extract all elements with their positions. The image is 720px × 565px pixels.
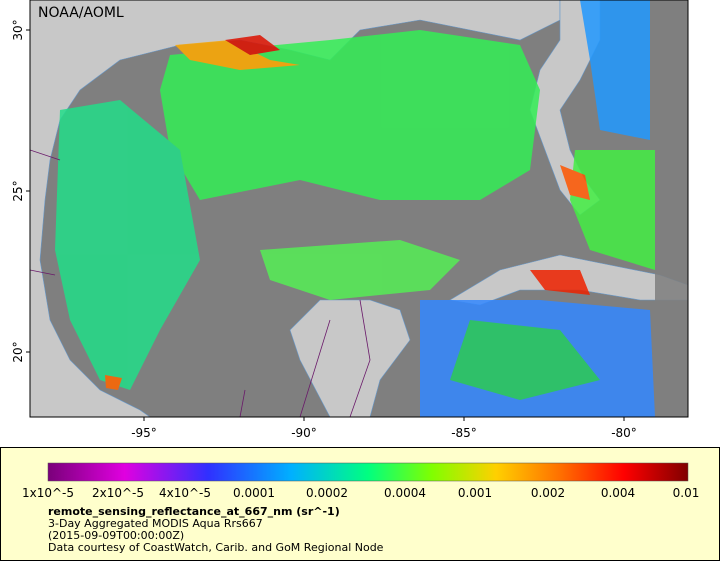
colorbar-labels: 1x10^-5 2x10^-5 4x10^-5 0.0001 0.0002 0.0004 0… [22, 486, 699, 500]
colorbar-label: 0.0001 [233, 486, 275, 500]
y-axis: 20° 25° 30° [11, 19, 30, 363]
x-tick-label: -85° [451, 426, 477, 440]
y-tick-label: 30° [11, 19, 25, 40]
colorbar-label: 0.01 [673, 486, 700, 500]
x-tick-label: -80° [611, 426, 637, 440]
colorbar-label: 1x10^-5 [22, 486, 74, 500]
colorbar-label: 0.001 [458, 486, 492, 500]
colorbar [47, 462, 689, 482]
x-axis: -95° -90° -85° -80° [131, 417, 637, 440]
colorbar-label: 2x10^-5 [92, 486, 144, 500]
x-tick-label: -90° [291, 426, 317, 440]
map-frame [29, 0, 689, 418]
credit: NOAA/AOML [38, 5, 124, 21]
borders [30, 149, 371, 417]
colorbar-label: 4x10^-5 [159, 486, 211, 500]
legend-title: remote_sensing_reflectance_at_667_nm (sr… [48, 505, 340, 518]
legend-line: Data courtesy of CoastWatch, Carib. and … [48, 541, 384, 554]
map [30, 0, 688, 417]
legend-line: (2015-09-09T00:00:00Z) [48, 529, 184, 542]
reflectance-overlay [55, 0, 688, 417]
colorbar-label: 0.002 [531, 486, 565, 500]
y-tick-label: 25° [11, 180, 25, 201]
colorbar-label: 0.0002 [306, 486, 348, 500]
y-tick-label: 20° [11, 341, 25, 362]
colorbar-label: 0.004 [601, 486, 635, 500]
legend-line: 3-Day Aggregated MODIS Aqua Rrs667 [48, 517, 263, 530]
x-tick-label: -95° [131, 426, 157, 440]
colorbar-label: 0.0004 [384, 486, 426, 500]
